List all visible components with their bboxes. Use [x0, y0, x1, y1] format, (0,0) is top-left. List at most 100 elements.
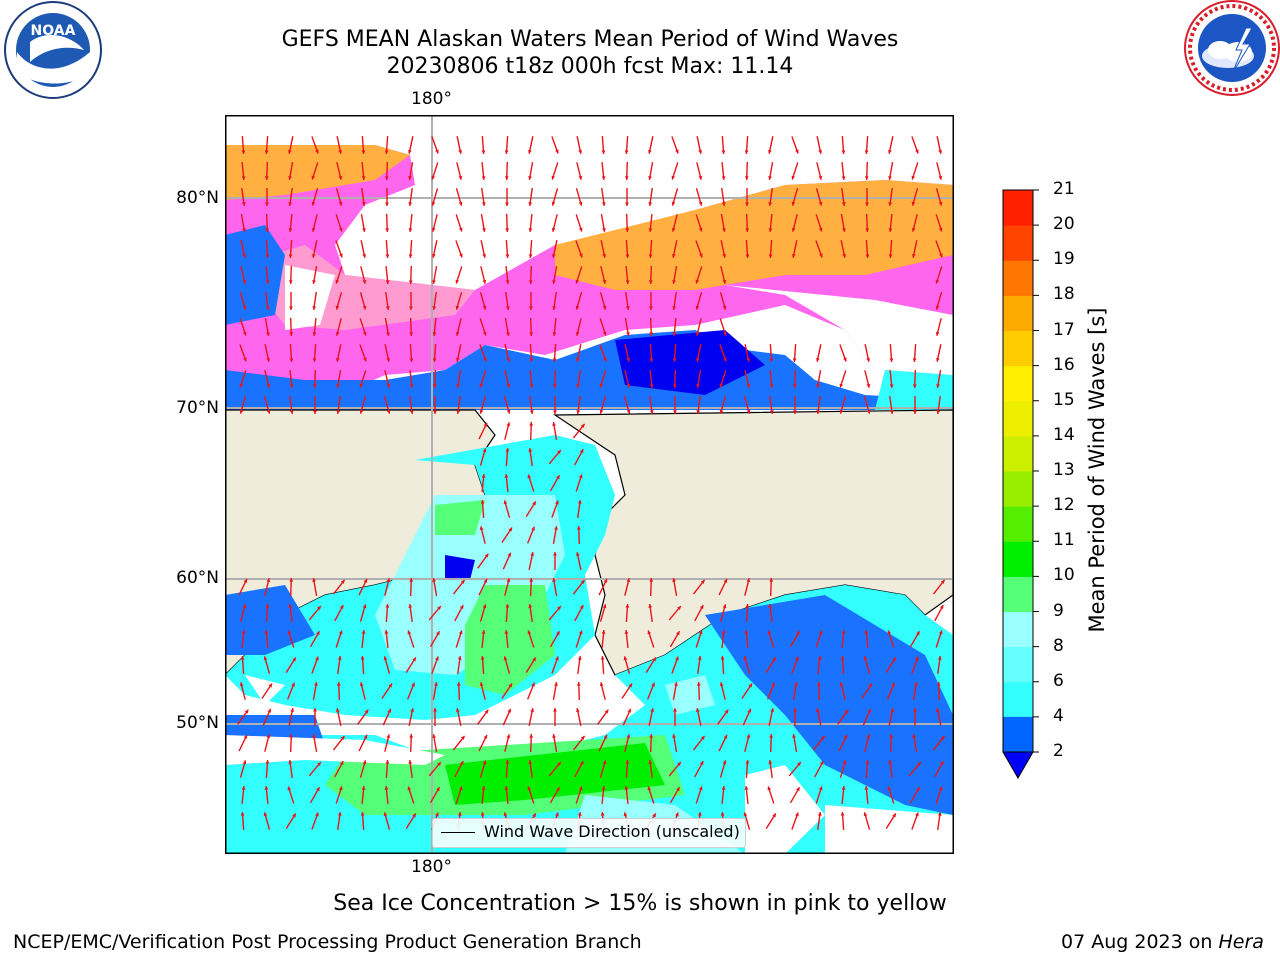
wave-vector-head [313, 410, 317, 414]
wave-vector-head [747, 708, 751, 713]
wave-vector-head [696, 682, 701, 686]
wave-vector-head [721, 786, 726, 790]
wave-vector-head [433, 410, 437, 414]
wave-vector-head [745, 760, 750, 764]
legend-line-sample [441, 832, 475, 833]
wave-vector-head [672, 280, 676, 284]
wave-vector-head [315, 812, 319, 817]
wave-vector-head [888, 760, 893, 764]
wave-vector-head [625, 760, 630, 764]
wave-vector-head [911, 201, 916, 206]
wave-vector-head [843, 357, 847, 362]
wave-vector-head [383, 656, 388, 661]
wave-vector-head [508, 527, 513, 532]
wave-vector-head [339, 605, 344, 610]
wave-vector-head [412, 657, 416, 662]
colorbar-extend [1002, 751, 1034, 780]
wave-vector-head [554, 526, 558, 530]
wave-vector-head [317, 606, 321, 611]
wave-vector-head [818, 201, 823, 206]
footer-right: 07 Aug 2023 on Hera [1061, 931, 1264, 953]
wave-vector-head [555, 149, 559, 154]
wave-vector-head [407, 630, 412, 635]
wave-vector-head [555, 656, 559, 661]
wave-vector-head [506, 409, 511, 414]
wave-vector-head [746, 734, 751, 739]
wave-vector-head [506, 734, 511, 739]
wave-vector-head [792, 384, 797, 388]
wave-vector-head [242, 279, 247, 284]
wave-vector-head [340, 735, 345, 740]
wave-vector-head [557, 606, 561, 611]
colorbar-segment [1003, 506, 1033, 542]
wave-vector-head [769, 578, 774, 582]
lat-label-80: 80°N [176, 188, 219, 208]
wave-vector-head [316, 787, 320, 792]
wave-vector-head [648, 176, 652, 180]
wave-vector-head [697, 812, 702, 816]
wave-vector-head [722, 305, 727, 310]
wave-vector-head [266, 332, 270, 336]
wave-vector-head [288, 760, 293, 764]
wave-vector-head [576, 526, 581, 530]
wave-vector-head [579, 253, 583, 258]
wave-vector-head [695, 279, 700, 284]
wave-vector-head [432, 332, 437, 336]
wave-vector-head [532, 501, 536, 506]
wave-vector-head [796, 631, 800, 636]
wave-vector-head [600, 656, 605, 660]
wave-vector-head [602, 279, 607, 284]
wave-vector-head [361, 202, 366, 206]
wave-vector-head [384, 786, 389, 790]
wave-vector-head [264, 630, 269, 634]
wave-vector-head [698, 227, 703, 232]
wave-vector-head [916, 787, 920, 792]
wave-vector-head [743, 812, 748, 817]
wave-vector-head [408, 228, 413, 232]
wave-vector-head [459, 605, 464, 610]
wave-vector-head [696, 384, 700, 388]
wave-vector-head [888, 254, 893, 258]
wave-vector-head [604, 709, 609, 714]
wave-vector-head [888, 228, 893, 232]
wave-vector-head [242, 331, 247, 336]
wave-vector-head [888, 176, 892, 180]
wave-vector-head [842, 253, 847, 258]
colorbar-segment [1003, 400, 1033, 437]
wave-vector-head [744, 150, 749, 154]
wave-vector-head [912, 358, 917, 362]
colorbar-tick-label: 12 [1053, 495, 1075, 516]
wave-vector-head [791, 253, 796, 258]
wave-vector-head [700, 579, 705, 584]
wave-vector-head [767, 786, 772, 791]
wave-vector-head [528, 760, 533, 764]
wave-vector-head [410, 708, 415, 713]
wave-vector-head [529, 734, 534, 738]
wave-vector-head [240, 812, 245, 816]
wave-vector-head [529, 358, 534, 362]
wave-vector-head [698, 630, 703, 635]
wave-vector-head [794, 682, 798, 686]
wave-vector-head [317, 762, 321, 767]
wave-vector-head [507, 552, 511, 557]
wave-vector-head [242, 305, 247, 310]
wave-vector-head [672, 734, 676, 738]
wave-vector-head [241, 150, 246, 154]
wave-vector-head [507, 708, 511, 713]
wave-vector-head [287, 630, 292, 635]
wave-vector-head [267, 708, 271, 713]
wave-vector-head [335, 357, 340, 362]
wave-vector-head [242, 760, 247, 765]
colorbar-segment [1003, 611, 1033, 648]
wave-vector-head [791, 227, 796, 232]
wind-wave-vectors [237, 135, 946, 831]
wave-vector-head [529, 384, 534, 388]
wave-vector-head [936, 682, 941, 686]
wave-vector-head [719, 682, 724, 687]
wave-vector-head [671, 175, 676, 180]
wave-vector-head [916, 631, 920, 636]
wave-vector-head [242, 604, 247, 609]
wave-vector-head [359, 409, 364, 414]
wave-vector-head [866, 357, 871, 362]
wave-vector-head [698, 149, 703, 154]
